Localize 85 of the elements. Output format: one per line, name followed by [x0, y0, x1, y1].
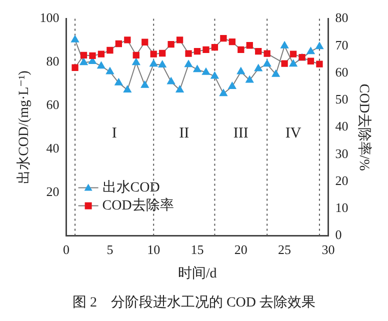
point	[184, 60, 192, 68]
point	[132, 52, 140, 58]
point	[306, 47, 315, 54]
annotation: III	[233, 126, 248, 142]
point	[316, 60, 323, 68]
point	[219, 89, 228, 96]
point	[236, 67, 245, 74]
point	[176, 36, 184, 44]
point	[150, 60, 158, 67]
point	[255, 48, 262, 55]
point	[228, 38, 236, 46]
legend-label: COD去除率	[102, 197, 174, 214]
point	[167, 77, 176, 84]
point	[194, 48, 201, 55]
y2-tick-label: 60	[335, 64, 348, 80]
y2-tick-label: 10	[335, 200, 348, 216]
y2-tick-label: 0	[335, 227, 342, 242]
point	[210, 72, 219, 79]
point	[264, 50, 270, 57]
point	[123, 85, 132, 92]
y-tick-label: 20	[46, 184, 60, 199]
y2-tick-label: 50	[335, 92, 348, 107]
y-tick-label: 60	[46, 97, 60, 112]
y-tick-label: 80	[46, 54, 60, 69]
point	[228, 82, 236, 90]
legend-label: 出水COD	[102, 179, 160, 196]
point	[106, 67, 114, 74]
point	[142, 38, 148, 46]
point	[254, 64, 262, 72]
y2-tick-label: 80	[335, 10, 348, 26]
point	[89, 52, 96, 60]
point	[72, 64, 78, 71]
point	[272, 70, 280, 77]
point	[140, 80, 149, 88]
x-tick-label: 20	[234, 242, 248, 258]
x-tick-label: 30	[322, 242, 335, 258]
y2-tick-label: 70	[335, 37, 348, 52]
annotation: I	[112, 126, 117, 142]
point	[316, 42, 324, 50]
point	[176, 85, 184, 92]
y-axis-title: 出水COD/(mg·L⁻¹)	[16, 70, 32, 184]
point	[193, 65, 202, 72]
point	[80, 52, 88, 58]
point	[115, 40, 122, 48]
point	[98, 50, 105, 58]
point	[202, 68, 210, 75]
point	[185, 50, 192, 57]
point	[280, 41, 289, 48]
x-tick-label: 0	[63, 242, 70, 258]
point	[220, 35, 227, 42]
point	[246, 76, 254, 83]
point	[97, 62, 106, 69]
point	[150, 50, 157, 58]
point	[211, 44, 218, 51]
point	[246, 42, 253, 49]
y2-axis-title: COD去除率/%	[356, 84, 372, 172]
point	[290, 50, 297, 58]
x-tick-label: 10	[147, 242, 160, 258]
point	[159, 50, 166, 57]
point	[168, 40, 174, 48]
y-tick-label: 40	[46, 140, 60, 156]
point	[124, 36, 131, 44]
point	[202, 46, 210, 54]
point	[106, 46, 114, 54]
point	[114, 78, 123, 86]
point	[281, 60, 288, 67]
point	[80, 58, 88, 66]
x-axis-title: 时间/d	[178, 265, 217, 282]
x-tick-label: 15	[190, 242, 204, 258]
y2-tick-label: 30	[335, 146, 348, 161]
annotation: II	[179, 126, 190, 142]
point	[307, 58, 314, 64]
point	[289, 60, 298, 67]
point	[71, 35, 79, 42]
point	[132, 58, 140, 66]
point	[263, 60, 272, 67]
point	[158, 60, 166, 68]
x-tick-label: 25	[278, 242, 292, 258]
y2-tick-label: 20	[335, 172, 348, 188]
annotation: IV	[285, 126, 302, 142]
y2-tick-label: 40	[335, 118, 348, 134]
text: 图 2 分阶段进水工况的 COD 去除效果	[72, 294, 316, 310]
y-tick-label: 100	[40, 10, 60, 26]
x-tick-label: 5	[106, 242, 114, 258]
point	[238, 46, 244, 54]
